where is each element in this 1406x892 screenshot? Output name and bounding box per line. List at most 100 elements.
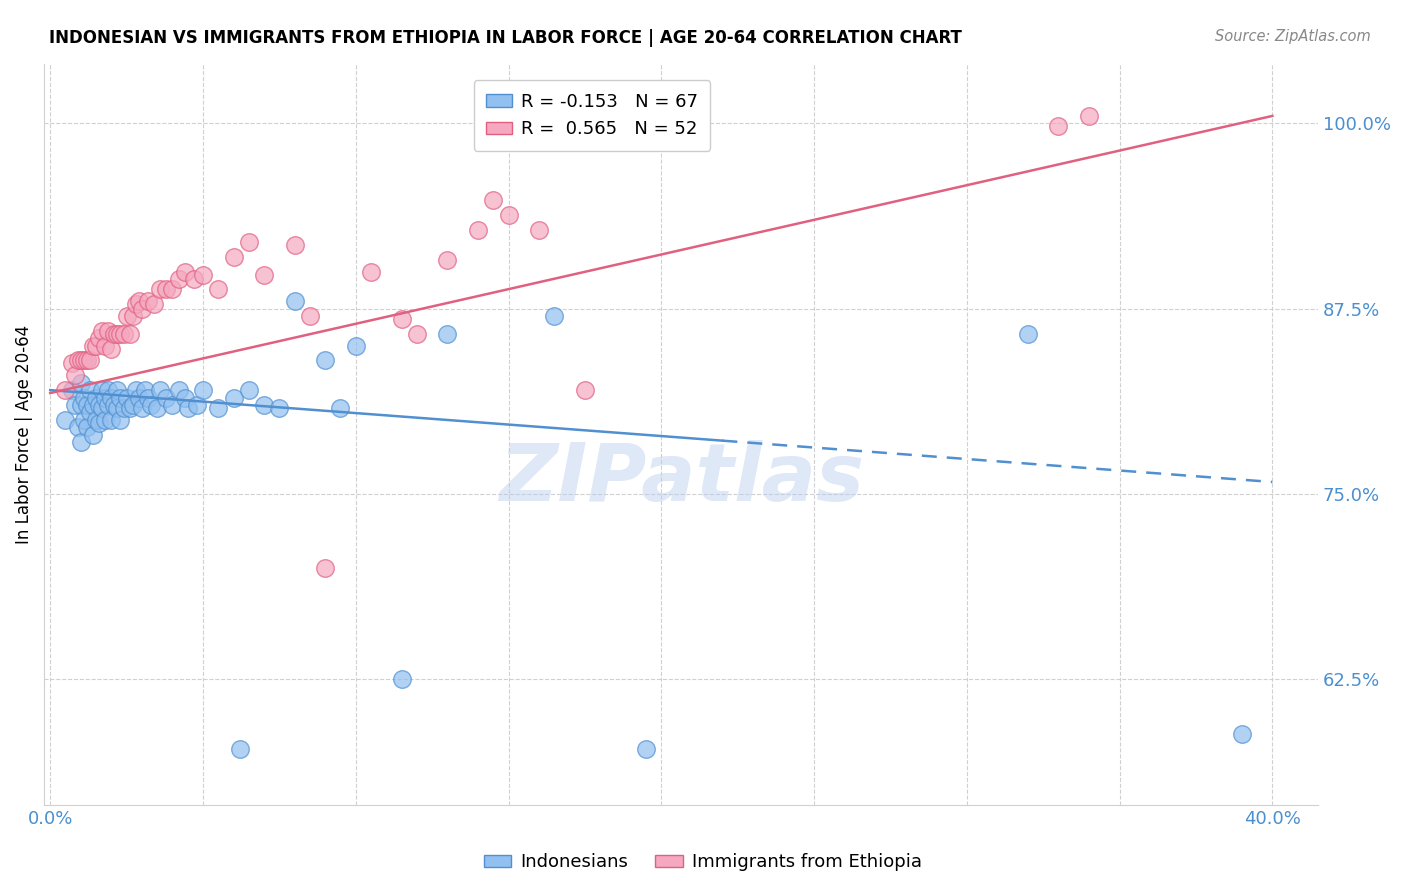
- Point: [482, 194, 505, 208]
- Point: [186, 398, 208, 412]
- Text: Source: ZipAtlas.com: Source: ZipAtlas.com: [1215, 29, 1371, 44]
- Legend: R = -0.153   N = 67, R =  0.565   N = 52: R = -0.153 N = 67, R = 0.565 N = 52: [474, 80, 710, 151]
- Point: [63, 398, 86, 412]
- Point: [191, 383, 214, 397]
- Point: [107, 401, 129, 415]
- Point: [1047, 120, 1070, 134]
- Text: ZIPatlas: ZIPatlas: [499, 440, 863, 518]
- Point: [162, 282, 184, 296]
- Point: [136, 294, 159, 309]
- Point: [253, 398, 276, 412]
- Point: [173, 264, 195, 278]
- Point: [391, 672, 413, 686]
- Point: [121, 309, 143, 323]
- Point: [574, 383, 596, 397]
- Legend: Indonesians, Immigrants from Ethiopia: Indonesians, Immigrants from Ethiopia: [477, 847, 929, 879]
- Point: [87, 416, 110, 430]
- Point: [284, 238, 307, 252]
- Point: [329, 401, 352, 415]
- Point: [173, 391, 195, 405]
- Point: [543, 309, 565, 323]
- Point: [162, 398, 184, 412]
- Point: [634, 741, 657, 756]
- Point: [405, 326, 427, 341]
- Point: [91, 383, 114, 397]
- Point: [100, 342, 122, 356]
- Point: [222, 250, 245, 264]
- Point: [131, 401, 153, 415]
- Point: [167, 272, 190, 286]
- Point: [207, 282, 229, 296]
- Point: [344, 338, 367, 352]
- Point: [143, 297, 166, 311]
- Point: [139, 398, 162, 412]
- Point: [107, 326, 129, 341]
- Point: [55, 413, 77, 427]
- Point: [134, 383, 156, 397]
- Point: [128, 391, 150, 405]
- Point: [110, 391, 132, 405]
- Point: [238, 235, 260, 249]
- Point: [79, 405, 101, 419]
- Point: [69, 434, 91, 449]
- Point: [314, 561, 336, 575]
- Point: [97, 398, 120, 412]
- Point: [107, 383, 129, 397]
- Point: [222, 391, 245, 405]
- Point: [84, 391, 107, 405]
- Point: [79, 353, 101, 368]
- Point: [112, 326, 135, 341]
- Point: [191, 268, 214, 282]
- Point: [1230, 727, 1253, 741]
- Point: [94, 391, 117, 405]
- Point: [183, 272, 205, 286]
- Point: [84, 338, 107, 352]
- Point: [94, 338, 117, 352]
- Point: [60, 383, 83, 397]
- Point: [436, 252, 458, 267]
- Point: [69, 353, 91, 368]
- Point: [284, 294, 307, 309]
- Point: [149, 383, 172, 397]
- Point: [436, 326, 458, 341]
- Point: [1078, 109, 1101, 123]
- Point: [110, 413, 132, 427]
- Point: [82, 427, 104, 442]
- Point: [118, 326, 141, 341]
- Point: [91, 401, 114, 415]
- Point: [136, 391, 159, 405]
- Point: [87, 398, 110, 412]
- Point: [498, 208, 520, 222]
- Y-axis label: In Labor Force | Age 20-64: In Labor Force | Age 20-64: [15, 325, 32, 544]
- Point: [60, 356, 83, 370]
- Point: [360, 264, 382, 278]
- Point: [146, 401, 169, 415]
- Point: [87, 331, 110, 345]
- Point: [103, 326, 125, 341]
- Point: [82, 398, 104, 412]
- Point: [115, 309, 138, 323]
- Point: [253, 268, 276, 282]
- Point: [115, 391, 138, 405]
- Point: [73, 353, 96, 368]
- Point: [131, 301, 153, 316]
- Point: [79, 383, 101, 397]
- Point: [228, 741, 250, 756]
- Point: [125, 383, 148, 397]
- Point: [269, 401, 291, 415]
- Point: [155, 391, 177, 405]
- Text: INDONESIAN VS IMMIGRANTS FROM ETHIOPIA IN LABOR FORCE | AGE 20-64 CORRELATION CH: INDONESIAN VS IMMIGRANTS FROM ETHIOPIA I…: [49, 29, 962, 46]
- Point: [76, 420, 98, 434]
- Point: [63, 368, 86, 383]
- Point: [91, 324, 114, 338]
- Point: [82, 338, 104, 352]
- Point: [66, 353, 89, 368]
- Point: [55, 383, 77, 397]
- Point: [112, 401, 135, 415]
- Point: [155, 282, 177, 296]
- Point: [467, 223, 489, 237]
- Point: [69, 398, 91, 412]
- Point: [118, 401, 141, 415]
- Point: [100, 413, 122, 427]
- Point: [125, 297, 148, 311]
